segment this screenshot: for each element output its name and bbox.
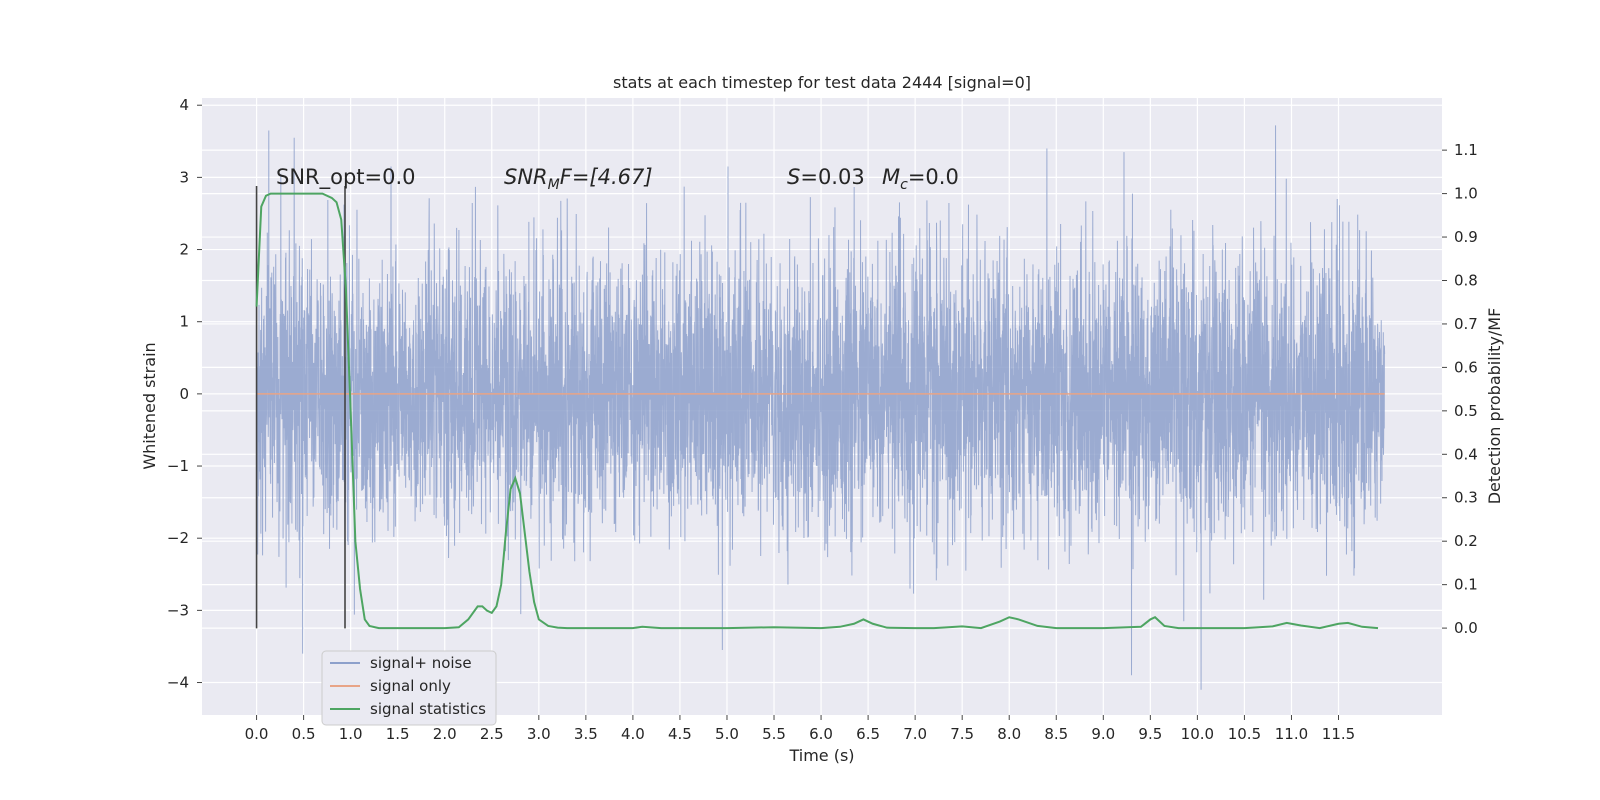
annotation-s: S=0.03 xyxy=(787,165,865,189)
y2-tick-label: 0.7 xyxy=(1454,315,1478,333)
x-tick-label: 6.5 xyxy=(856,725,880,743)
x-tick-label: 2.5 xyxy=(480,725,504,743)
x-tick-label: 11.5 xyxy=(1322,725,1355,743)
y2-tick-label: 0.6 xyxy=(1454,358,1478,376)
s-symbol: S xyxy=(787,165,800,189)
legend-label-signal-statistics: signal statistics xyxy=(370,700,486,718)
signal-statistics-series xyxy=(255,192,1379,630)
legend-box xyxy=(321,650,497,726)
snr-mf-value: F=[4.67] xyxy=(560,165,653,189)
x-tick-label: 4.0 xyxy=(621,725,645,743)
y2-axis-label: Detection probability/MF xyxy=(1485,308,1504,505)
x-tick-label: 0.5 xyxy=(292,725,316,743)
x-tick-label: 1.0 xyxy=(339,725,363,743)
y-tick-label: −3 xyxy=(167,601,189,619)
snr-mf-symbol: SNR xyxy=(504,165,548,189)
x-tick-label: 4.5 xyxy=(668,725,692,743)
x-tick-label: 7.0 xyxy=(903,725,927,743)
signal-noise-line xyxy=(256,125,1386,690)
signal-noise-series xyxy=(256,125,1386,690)
s-value: =0.03 xyxy=(800,165,864,189)
x-axis-ticks: 0.0 0.5 1.0 1.5 2.0 2.5 3.0 3.5 4.0 4.5 5.0 5.5 6.0 6… xyxy=(245,715,1355,743)
y-tick-label: 0 xyxy=(179,385,189,403)
x-tick-label: 5.0 xyxy=(715,725,739,743)
x-tick-label: 10.0 xyxy=(1181,725,1214,743)
legend-label-signal-noise: signal+ noise xyxy=(370,654,472,672)
y2-tick-label: 0.1 xyxy=(1454,576,1478,594)
y-axis-ticks: 4 3 2 1 0 −1 −2 −3 −4 xyxy=(167,96,202,692)
x-tick-label: 8.0 xyxy=(997,725,1021,743)
snr-mf-subscript: M xyxy=(548,177,560,193)
y2-tick-label: 1.1 xyxy=(1454,141,1478,159)
signal-statistics-line xyxy=(255,192,1379,630)
y2-tick-label: 0.2 xyxy=(1454,532,1478,550)
x-tick-label: 1.5 xyxy=(386,725,410,743)
chart-title: stats at each timestep for test data 244… xyxy=(613,73,1031,92)
legend: signal+ noise signal only signal statist… xyxy=(321,650,497,726)
mc-subscript: c xyxy=(900,177,908,193)
x-tick-label: 3.0 xyxy=(527,725,551,743)
x-tick-label: 8.5 xyxy=(1044,725,1068,743)
y2-tick-label: 0.3 xyxy=(1454,489,1478,507)
annotation-snr-opt: SNR_opt=0.0 xyxy=(276,165,416,190)
y2-tick-label: 0.9 xyxy=(1454,228,1478,246)
legend-label-signal-only: signal only xyxy=(370,677,451,695)
y-axis-label: Whitened strain xyxy=(140,342,159,469)
annotation-snr-mf: SNRMF=[4.67] xyxy=(504,165,653,193)
y2-tick-label: 0.4 xyxy=(1454,445,1478,463)
y2-tick-label: 0.0 xyxy=(1454,619,1478,637)
y-tick-label: 1 xyxy=(179,313,189,331)
x-tick-label: 11.0 xyxy=(1275,725,1308,743)
y2-axis-ticks: 1.1 1.0 0.9 0.8 0.7 0.6 0.5 0.4 0.3 0.2 0.1 0.0 xyxy=(1442,141,1478,637)
y2-tick-label: 0.8 xyxy=(1454,271,1478,289)
y2-tick-label: 1.0 xyxy=(1454,185,1478,203)
segment-markers xyxy=(255,186,346,629)
x-axis-label: Time (s) xyxy=(788,746,854,765)
y-tick-label: −2 xyxy=(167,529,189,547)
y2-tick-label: 0.5 xyxy=(1454,402,1478,420)
mc-value: =0.0 xyxy=(908,165,959,189)
y-tick-label: 4 xyxy=(179,96,189,114)
x-tick-label: 9.0 xyxy=(1091,725,1115,743)
x-tick-label: 0.0 xyxy=(245,725,269,743)
annotation-mc: Mc=0.0 xyxy=(882,165,959,193)
mc-symbol: M xyxy=(882,165,900,189)
y-tick-label: 2 xyxy=(179,241,189,259)
x-tick-label: 9.5 xyxy=(1138,725,1162,743)
x-tick-label: 6.0 xyxy=(809,725,833,743)
y-tick-label: −4 xyxy=(167,674,189,692)
x-tick-label: 7.5 xyxy=(950,725,974,743)
x-tick-label: 10.5 xyxy=(1228,725,1261,743)
x-tick-label: 5.5 xyxy=(762,725,786,743)
x-tick-label: 2.0 xyxy=(433,725,457,743)
y-tick-label: 3 xyxy=(179,168,189,186)
x-tick-label: 3.5 xyxy=(574,725,598,743)
y-tick-label: −1 xyxy=(167,457,189,475)
